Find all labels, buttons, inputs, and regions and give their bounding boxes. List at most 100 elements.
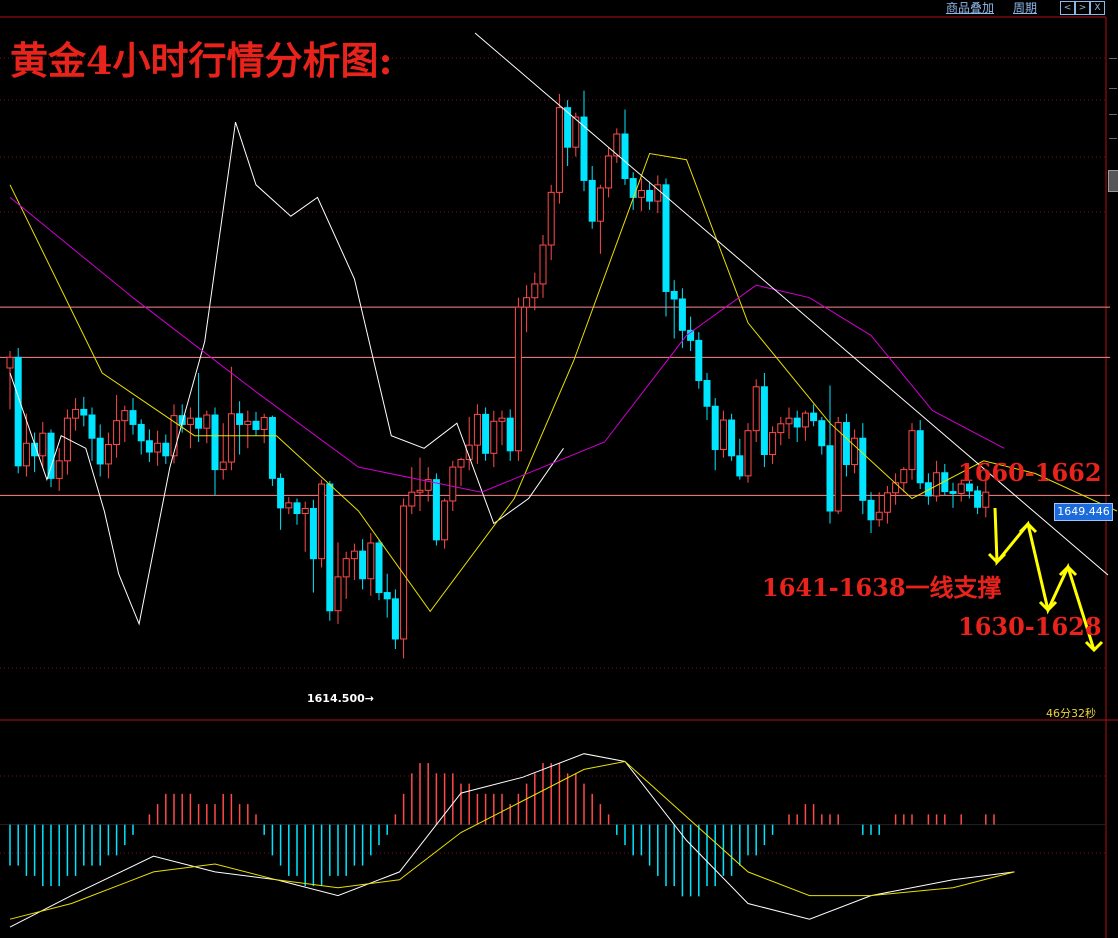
candle-body xyxy=(268,417,276,479)
candle-body xyxy=(678,298,686,331)
arrow-head xyxy=(1084,640,1104,653)
candle-body xyxy=(350,550,358,560)
prev-button[interactable]: < xyxy=(1060,1,1075,15)
candle-body xyxy=(162,442,170,457)
candle-body xyxy=(416,489,424,493)
ma-short-line xyxy=(9,121,564,626)
macd-dea-line xyxy=(9,760,1015,920)
candle-body xyxy=(55,460,63,479)
macd-dif-line xyxy=(9,753,1015,928)
candle-body xyxy=(277,477,285,509)
ma-long-line xyxy=(9,197,1005,493)
candle-body xyxy=(293,502,301,515)
candle-body xyxy=(941,472,949,493)
candle-body xyxy=(80,408,88,416)
candle-body xyxy=(203,414,211,429)
candle-body xyxy=(719,419,727,451)
candle-body xyxy=(777,423,785,434)
candle-body xyxy=(219,461,227,471)
candle-body xyxy=(244,420,252,425)
candle-body xyxy=(96,437,104,465)
candle-body xyxy=(441,500,449,541)
candle-body xyxy=(113,420,121,446)
candle-body xyxy=(982,491,990,508)
period-button[interactable]: 周期 xyxy=(1013,1,1038,15)
ma-mid-line xyxy=(9,152,1118,613)
candle-body xyxy=(646,189,654,202)
candle-body xyxy=(391,598,399,640)
candle-body xyxy=(506,417,514,452)
candle-body xyxy=(309,507,317,560)
candle-body xyxy=(670,290,678,300)
candle-body xyxy=(875,511,883,521)
candle-body xyxy=(793,417,801,428)
candle-body xyxy=(621,133,629,180)
candle-body xyxy=(728,419,736,457)
resistance-label: 1660-1662 xyxy=(958,458,1102,487)
candle-body xyxy=(654,184,662,202)
candle-body xyxy=(662,184,670,292)
arrow-head xyxy=(1058,564,1078,577)
candle-body xyxy=(974,490,982,508)
candle-body xyxy=(465,444,473,461)
candle-body xyxy=(703,380,711,407)
candle-body xyxy=(498,417,506,422)
candle-body xyxy=(39,432,47,457)
candle-body xyxy=(637,189,645,198)
candle-body xyxy=(318,483,326,560)
candle-body xyxy=(137,423,145,442)
support1-label: 1641-1638一线支撑 xyxy=(762,573,1002,602)
candle-body xyxy=(916,430,924,484)
candle-body xyxy=(965,483,973,492)
candle-body xyxy=(859,437,867,501)
low-price-label: 1614.500→ xyxy=(307,692,374,705)
candle-body xyxy=(867,499,875,521)
candle-body xyxy=(72,408,80,419)
indicator-strip xyxy=(1106,18,1118,218)
candle-body xyxy=(375,542,383,594)
candle-body xyxy=(687,329,695,341)
candle-body xyxy=(88,414,96,439)
projection-path xyxy=(993,507,1096,651)
candle-body xyxy=(252,420,260,430)
candle-body xyxy=(367,542,375,580)
candle-body xyxy=(818,420,826,447)
scroll-handle[interactable] xyxy=(1108,170,1118,192)
candle-body xyxy=(154,442,162,453)
candle-body xyxy=(547,191,555,246)
candle-body xyxy=(596,187,604,222)
candle-body xyxy=(785,417,793,425)
candle-body xyxy=(285,502,293,509)
overlay-button[interactable]: 商品叠加 xyxy=(946,1,995,15)
countdown-label: 46分32秒 xyxy=(1046,707,1096,720)
candle-body xyxy=(957,483,965,494)
trendline xyxy=(474,32,1109,576)
candle-body xyxy=(186,417,194,425)
candle-body xyxy=(383,592,391,600)
candle-body xyxy=(432,479,440,541)
candle-body xyxy=(104,444,112,465)
candle-body xyxy=(900,469,908,484)
last-price-tag: 1649.446 xyxy=(1054,503,1113,521)
candle-body xyxy=(523,297,531,308)
candle-body xyxy=(145,440,153,453)
candle-body xyxy=(539,244,547,285)
candle-body xyxy=(449,466,457,502)
candle-body xyxy=(572,116,580,148)
candle-body xyxy=(555,107,563,193)
candle-body xyxy=(260,417,268,430)
candle-body xyxy=(482,413,490,454)
candle-body xyxy=(63,417,71,462)
candle-body xyxy=(736,455,744,477)
candle-body xyxy=(834,422,842,512)
candle-body xyxy=(129,410,137,425)
candle-body xyxy=(842,422,850,466)
candle-body xyxy=(605,155,613,189)
zoom-button[interactable]: X xyxy=(1090,1,1105,15)
next-button[interactable]: > xyxy=(1075,1,1090,15)
candle-body xyxy=(236,413,244,425)
candle-body xyxy=(400,505,408,640)
candle-body xyxy=(531,283,539,299)
